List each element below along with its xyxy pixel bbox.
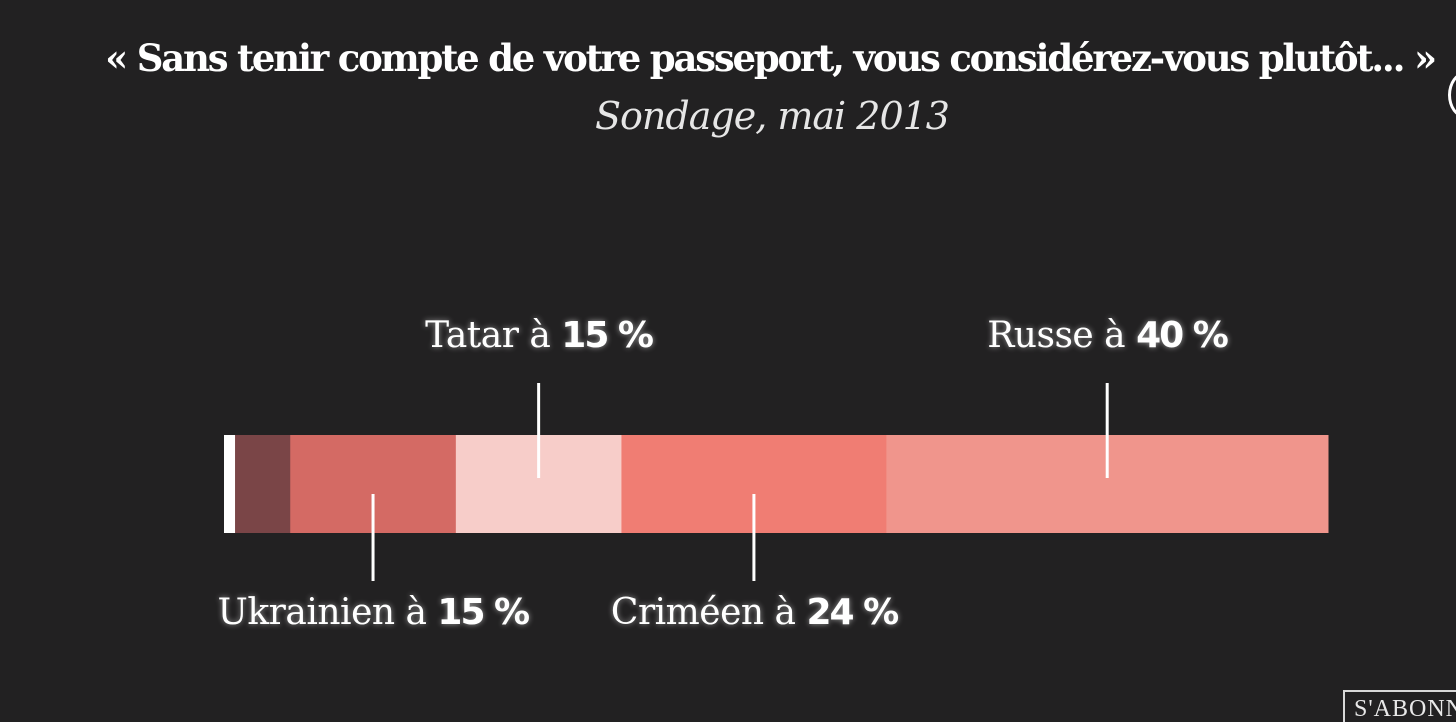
bar-segment-1 [235,435,291,533]
subscribe-button[interactable]: S'ABONNER [1343,690,1456,722]
chart-subtitle: Sondage, mai 2013 [595,94,950,138]
label-value-russe: 40 % [1136,315,1229,356]
label-criméen: Criméen à 24 % [610,592,899,633]
label-russe: Russe à 40 % [987,315,1229,356]
label-text-russe: Russe à [987,315,1137,356]
label-value-ukrainien: 15 % [437,592,530,633]
label-tatar: Tatar à 15 % [425,315,654,356]
bar-segment-0 [224,435,236,533]
subscribe-button-label: S'ABONNER [1354,696,1456,722]
label-text-tatar: Tatar à [425,315,562,356]
chart-title: « Sans tenir compte de votre passeport, … [105,36,1437,80]
label-value-tatar: 15 % [561,315,654,356]
label-value-criméen: 24 % [806,592,899,633]
label-text-ukrainien: Ukrainien à [217,592,438,633]
label-text-criméen: Criméen à [610,592,807,633]
label-ukrainien: Ukrainien à 15 % [217,592,531,633]
